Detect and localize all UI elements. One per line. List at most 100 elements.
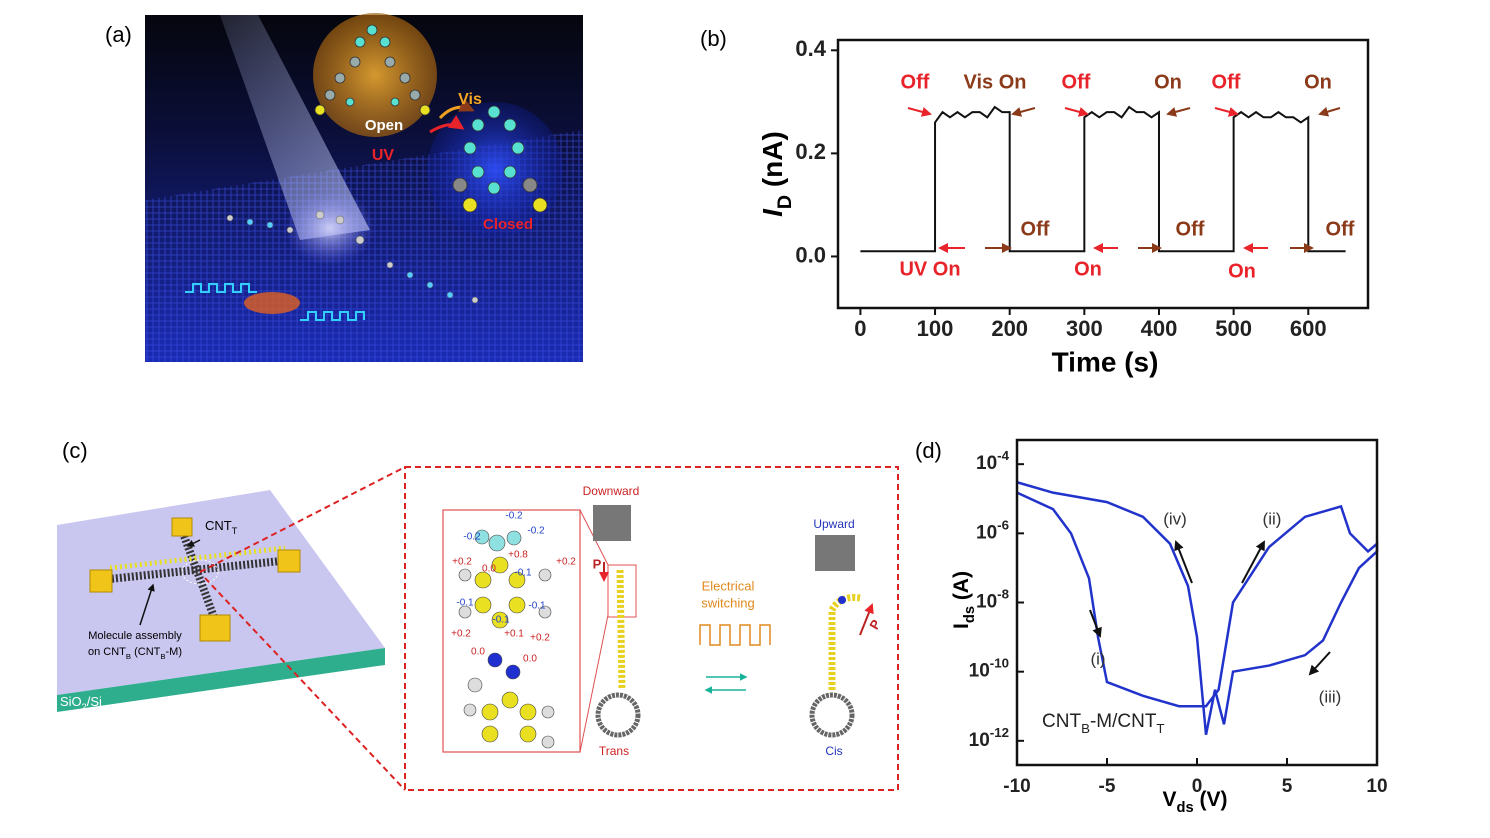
x-tick-label: 10 [1366, 776, 1387, 797]
cis-label: Cis [825, 744, 842, 758]
text-part: -8 [997, 587, 1009, 602]
rich-text: on CNTB (CNTB-M) [88, 646, 182, 661]
molecule-box [442, 509, 581, 753]
charge-label: -0.2 [505, 511, 523, 522]
charge-label: +0.2 [452, 557, 472, 568]
x-tick-label: -5 [1099, 776, 1116, 797]
annotation-arrow [1308, 651, 1331, 676]
x-tick-label: 100 [917, 316, 954, 341]
text-part: B [1081, 721, 1090, 736]
text-part: ds [962, 606, 978, 623]
closed-glow [427, 102, 563, 238]
upward-label: Upward [813, 517, 854, 531]
rich-text: 10-8 [976, 587, 1009, 613]
plot-frame [836, 38, 1370, 310]
x-tick-label: 300 [1066, 316, 1103, 341]
rich-text: CNTT [205, 518, 238, 536]
open-molecule [314, 24, 431, 116]
pulse-train [699, 624, 771, 646]
text-part: D [774, 195, 796, 209]
rich-text: Vds (V) [1163, 788, 1228, 816]
cnt-ring [809, 692, 855, 738]
annotation-arrow [1318, 106, 1341, 117]
molecule-chain [828, 594, 861, 690]
panel-label: (b) [700, 26, 727, 51]
text-part: (A) [950, 571, 973, 606]
text-part: 10 [969, 661, 990, 682]
text-part: (V) [1194, 788, 1228, 811]
junction [244, 292, 300, 314]
panel-label: (c) [62, 438, 88, 463]
charge-label: -0.2 [463, 532, 481, 543]
charge-label: +0.2 [451, 629, 471, 640]
annotation: (iv) [1163, 509, 1187, 528]
atom [838, 596, 846, 604]
annotation: On [1154, 71, 1182, 93]
panel-label: (a) [105, 22, 132, 47]
text-part: I [950, 623, 973, 629]
p-label: P [866, 617, 883, 632]
charge-label: +0.1 [504, 629, 524, 640]
text-part: 10 [976, 522, 997, 543]
annotation: Off [901, 71, 930, 93]
molecular-wire [226, 210, 479, 304]
charge-label: -0.1 [456, 598, 474, 609]
annotation-arrow [1174, 540, 1193, 584]
data-line [860, 105, 1346, 253]
x-tick-label: 0 [854, 316, 866, 341]
text-part: B [126, 652, 131, 661]
charge-label: -0.1 [492, 615, 510, 626]
charge-label: 0.0 [523, 654, 537, 665]
annotation: (iii) [1319, 687, 1342, 706]
molecules [109, 545, 286, 571]
rich-text: 10-10 [969, 656, 1009, 682]
x-tick-label: 0 [1192, 776, 1203, 797]
electrode [89, 569, 113, 593]
uv-arrow [429, 115, 465, 134]
rich-text: ID (nA) [757, 131, 796, 217]
annotation: Vis On [964, 71, 1027, 93]
rich-text: Ids (A) [950, 571, 978, 629]
charge-label: 0.0 [471, 647, 485, 658]
trans-label: Trans [599, 744, 629, 758]
text-part: -12 [990, 725, 1009, 740]
electrode [171, 517, 193, 537]
text-part: -6 [997, 517, 1009, 532]
charge-label: +0.8 [508, 550, 528, 561]
rich-text: CNTB-M/CNTT [1042, 711, 1165, 736]
annotation: On [1074, 258, 1102, 280]
text-part: /Si [87, 694, 102, 709]
annotation: (i) [1090, 649, 1105, 668]
text-part: B [160, 652, 165, 661]
open-label: Open [365, 117, 403, 134]
plot-frame [1015, 438, 1379, 767]
zoom-line [204, 577, 406, 791]
text-part: 10 [976, 453, 997, 474]
p-label: P [593, 556, 602, 571]
annotation: On [1228, 260, 1256, 282]
annotation-arrow [1241, 540, 1265, 584]
illustration-a: Open Vis UV Closed [145, 13, 583, 362]
switching-label: switching [701, 595, 754, 610]
text-part: T [232, 526, 238, 536]
illustration-c: Molecule assembly Downward P Electrical … [57, 466, 899, 791]
zoom-line [199, 466, 406, 573]
annotation: (ii) [1263, 509, 1282, 528]
annotation: Off [1326, 218, 1355, 240]
charge-label: +0.2 [556, 557, 576, 568]
charge-label: -0.1 [528, 601, 546, 612]
charge-label: -0.1 [514, 568, 532, 579]
y-tick-label: 0.4 [795, 36, 826, 61]
arrow [186, 539, 201, 547]
annotation: Off [1212, 71, 1241, 93]
molecule-chain [616, 569, 626, 691]
zoom-box [404, 466, 899, 791]
vis-arrow [438, 98, 475, 120]
x-tick-label: 500 [1215, 316, 1252, 341]
x-tick-label: -10 [1003, 776, 1030, 797]
panel-label: (d) [915, 438, 942, 463]
electrode-top [815, 535, 855, 571]
text-part: -4 [997, 448, 1009, 463]
y-tick-label: 0.0 [795, 242, 826, 267]
assembly-label: Molecule assembly [88, 630, 182, 642]
